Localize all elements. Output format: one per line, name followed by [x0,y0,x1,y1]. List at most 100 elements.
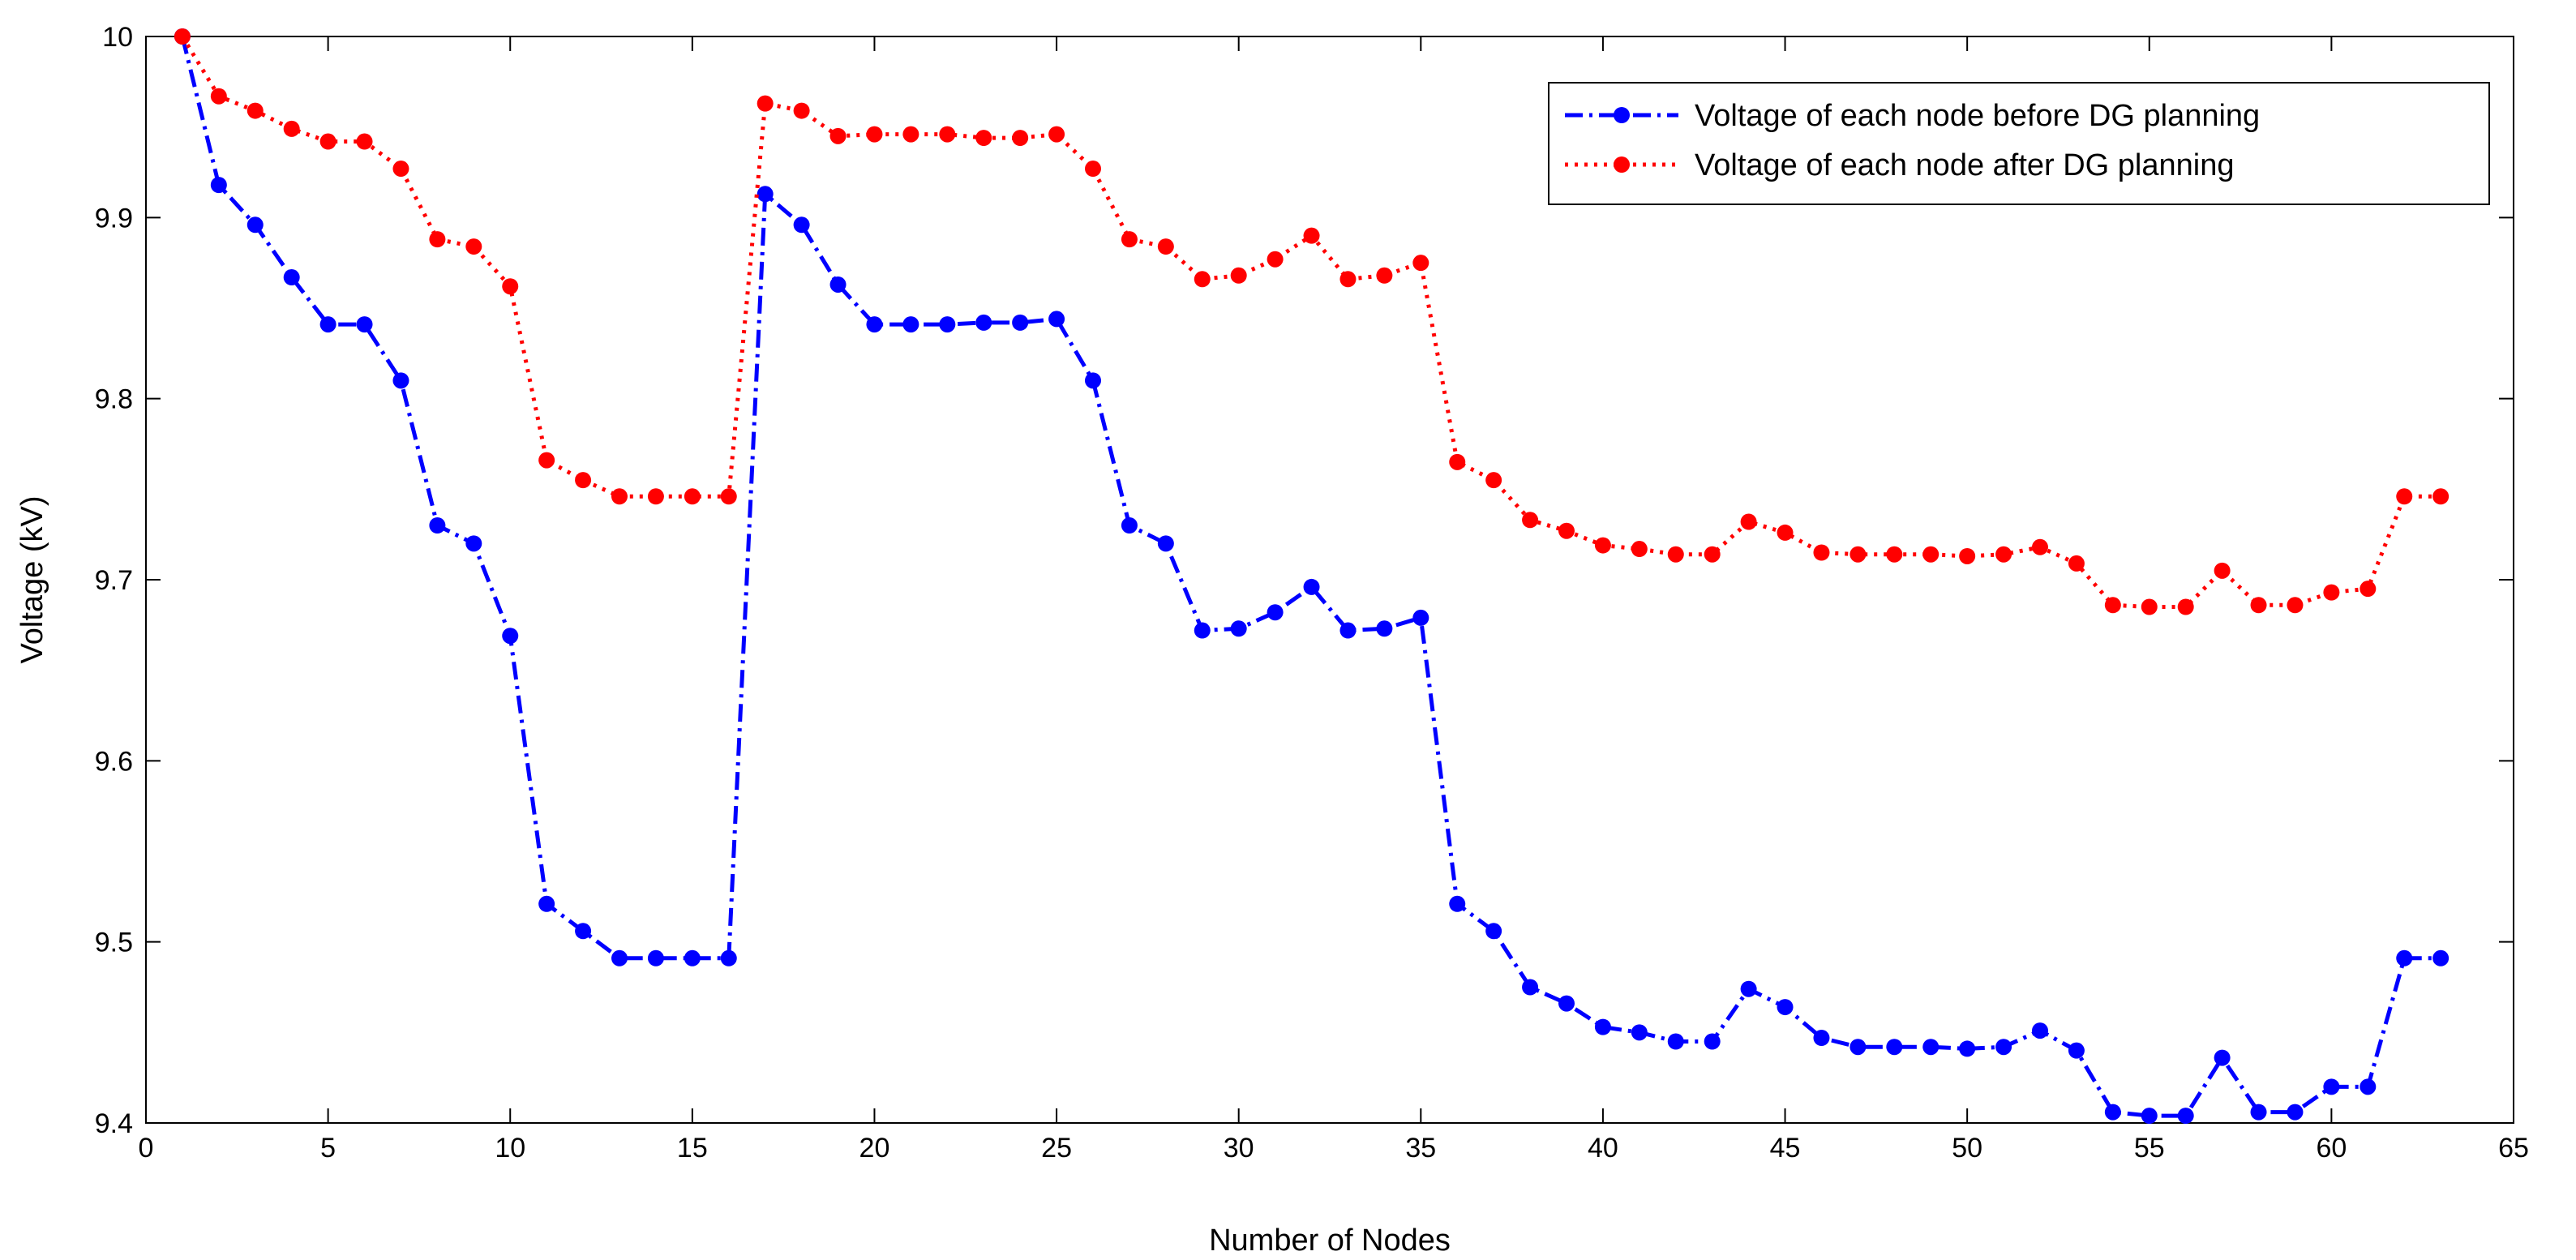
data-point [246,102,264,119]
x-axis-label: Number of Nodes [1209,1224,1451,1258]
y-tick-label: 9.4 [95,1108,133,1139]
data-point [1121,517,1138,534]
data-point [2396,949,2413,966]
data-point [1376,620,1393,637]
data-point [1230,267,1247,284]
data-point [392,372,409,389]
data-point [902,316,919,333]
data-point [465,535,482,552]
x-tick-label: 30 [1224,1133,1254,1164]
data-point [1121,231,1138,248]
x-tick-label: 0 [139,1133,154,1164]
data-point [684,949,701,966]
data-point [1922,546,1940,563]
data-point [1631,541,1648,558]
data-point [975,314,992,331]
series-after-dg [174,28,2450,615]
y-tick-label: 10 [102,22,133,53]
data-point [2104,1104,2121,1121]
legend-label-after: Voltage of each node after DG planning [1695,148,2234,182]
data-point [575,923,592,940]
data-point [2250,1104,2267,1121]
data-point [174,28,191,45]
y-tick-label: 9.8 [95,384,133,415]
data-point [720,488,737,505]
data-point [1813,1030,1830,1047]
data-point [1485,923,1502,940]
data-point [720,949,737,966]
data-point [1704,1033,1721,1050]
y-tick-label: 9.6 [95,746,133,777]
series-layer [174,28,2450,1125]
data-point [1267,251,1284,268]
data-point [611,488,628,505]
data-point [1558,522,1575,539]
data-point [1740,513,1757,530]
data-point [2432,488,2450,505]
data-point [210,177,227,194]
data-point [575,472,592,489]
data-point [2104,597,2121,614]
data-point [611,949,628,966]
data-point [1922,1039,1940,1056]
data-point [392,161,409,178]
data-point [1267,604,1284,621]
data-point [283,120,300,137]
data-point [2287,1104,2304,1121]
data-point [2032,1022,2048,1039]
data-point [1522,512,1539,529]
data-point [1412,255,1429,272]
data-point [210,88,227,105]
x-tick-label: 60 [2316,1133,2347,1164]
plot-area [145,36,2514,1124]
data-point [1376,267,1393,284]
data-point [1995,1039,2012,1056]
data-point [2068,555,2085,572]
x-tick-label: 5 [320,1133,336,1164]
data-point [246,216,264,234]
y-tick-label: 9.5 [95,928,133,958]
data-point [1959,1040,1976,1057]
legend-marker-after [1614,156,1630,173]
data-point [538,452,555,469]
data-point [1157,238,1174,255]
x-tick-label: 20 [859,1133,890,1164]
data-point [1522,979,1539,996]
data-point [1048,126,1065,143]
data-point [975,130,992,147]
data-point [1995,546,2012,563]
legend-box [1548,82,2490,205]
data-point [1777,524,1794,541]
y-tick-label: 9.9 [95,203,133,234]
data-point [757,95,774,112]
data-point [2360,1078,2377,1095]
x-tick-label: 45 [1770,1133,1801,1164]
data-point [319,133,336,150]
data-point [502,278,519,295]
data-point [757,186,774,203]
data-point [2214,562,2231,579]
data-point [2177,1108,2194,1125]
data-point [1594,1018,1611,1035]
data-point [1667,1033,1684,1050]
data-point [1849,546,1867,563]
data-point [829,127,847,144]
data-point [1886,546,1903,563]
data-point [1558,995,1575,1012]
data-point [866,316,883,333]
data-point [465,238,482,255]
data-point [538,895,555,912]
data-point [647,488,664,505]
data-point [356,316,373,333]
data-point [1631,1024,1648,1041]
series-line [180,36,2441,1118]
data-point [829,276,847,293]
data-point [2323,1078,2340,1095]
y-tick-label: 9.7 [95,565,133,596]
legend-marker-before [1614,107,1630,123]
data-point [2177,598,2194,615]
data-point [1449,453,1466,470]
data-point [1777,999,1794,1016]
data-point [1157,535,1174,552]
